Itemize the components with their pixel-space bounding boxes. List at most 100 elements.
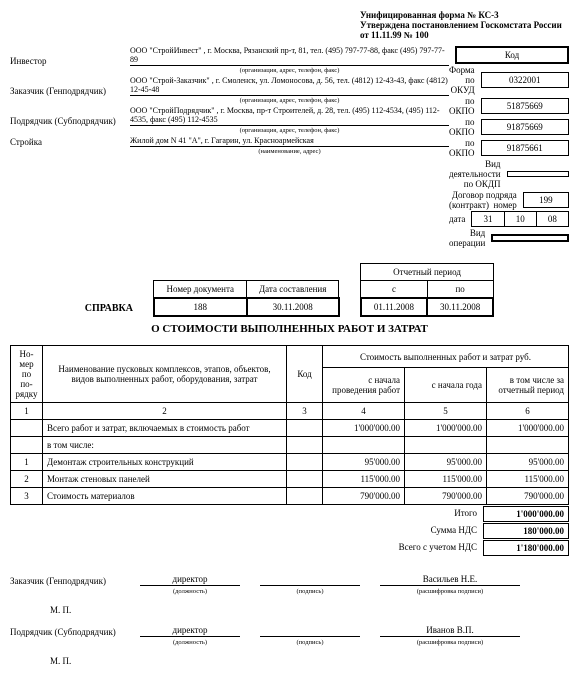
- h-cost: Стоимость выполненных работ и затрат руб…: [323, 346, 569, 368]
- nomer-header: Номер документа: [154, 281, 247, 299]
- totals-value: 180'000.00: [483, 523, 569, 539]
- contractor-label: Подрядчик (Субподрядчик): [10, 116, 130, 126]
- period-to: 30.11.2008: [427, 298, 493, 316]
- main-table: Но-мер по по-рядку Наименование пусковых…: [10, 345, 569, 505]
- totals-value: 1'000'000.00: [483, 506, 569, 522]
- cell-v1: [323, 437, 405, 454]
- cell-num: [11, 437, 43, 454]
- sig-contractor-role: Подрядчик (Субподрядчик): [10, 627, 140, 637]
- cell-v3: 1'000'000.00: [487, 420, 569, 437]
- totals-label: Всего с учетом НДС: [10, 540, 483, 556]
- operation-label: Вид операции: [449, 228, 491, 248]
- okpo3-label: по ОКПО: [449, 138, 481, 158]
- period-from-h: с: [361, 281, 427, 299]
- cell-num: 3: [11, 488, 43, 505]
- hn6: 6: [487, 403, 569, 420]
- nomer-value: 188: [154, 298, 247, 316]
- sig-contractor-name: Иванов В.П.: [380, 625, 520, 637]
- hn4: 4: [323, 403, 405, 420]
- form-header: Унифицированная форма № КС-3 Утверждена …: [360, 10, 569, 40]
- sub-pos1: (должность): [140, 588, 240, 595]
- okud-label: Форма по ОКУД: [449, 65, 481, 95]
- hn5: 5: [405, 403, 487, 420]
- cell-num: 1: [11, 454, 43, 471]
- h-c1: с начала проведения работ: [323, 368, 405, 403]
- cell-v3: 95'000.00: [487, 454, 569, 471]
- cell-v1: 790'000.00: [323, 488, 405, 505]
- okpo1-label: по ОКПО: [449, 96, 481, 116]
- okpo3-value: 91875661: [481, 140, 570, 156]
- form-line1: Унифицированная форма № КС-3: [360, 10, 569, 20]
- document-title: О СТОИМОСТИ ВЫПОЛНЕННЫХ РАБОТ И ЗАТРАТ: [10, 323, 569, 335]
- investor-label: Инвестор: [10, 56, 130, 66]
- date-value: 30.11.2008: [247, 298, 339, 316]
- cell-v2: 95'000.00: [405, 454, 487, 471]
- sub-name2: (расшифровка подписи): [380, 639, 520, 646]
- date-d: 31: [471, 211, 504, 227]
- period-from: 01.11.2008: [361, 298, 427, 316]
- cell-v1: 95'000.00: [323, 454, 405, 471]
- sig-contractor-sig: [260, 635, 360, 637]
- table-row: в том числе:: [11, 437, 569, 454]
- cell-name: Демонтаж строительных конструкций: [43, 454, 287, 471]
- spravka-word: СПРАВКА: [85, 303, 133, 314]
- cell-v1: 115'000.00: [323, 471, 405, 488]
- cell-name: Стоимость материалов: [43, 488, 287, 505]
- h-code: Код: [287, 346, 323, 403]
- cell-v3: [487, 437, 569, 454]
- cell-code: [287, 471, 323, 488]
- period-to-h: по: [427, 281, 493, 299]
- building-label: Стройка: [10, 137, 130, 147]
- form-line2: Утверждена постановлением Госкомстата Ро…: [360, 20, 569, 30]
- hn3: 3: [287, 403, 323, 420]
- sub-sig1: (подпись): [260, 588, 360, 595]
- cell-name: в том числе:: [43, 437, 287, 454]
- cell-v1: 1'000'000.00: [323, 420, 405, 437]
- table-row: Всего работ и затрат, включаемых в стоим…: [11, 420, 569, 437]
- h-c2: с начала года: [405, 368, 487, 403]
- sig-customer-name: Васильев Н.Е.: [380, 574, 520, 586]
- contract-data-label: дата: [449, 214, 471, 224]
- cell-num: [11, 420, 43, 437]
- cell-name: Монтаж стеновых панелей: [43, 471, 287, 488]
- table-row: 1Демонтаж строительных конструкций 95'000…: [11, 454, 569, 471]
- cell-code: [287, 454, 323, 471]
- cell-v2: 1'000'000.00: [405, 420, 487, 437]
- table-row: 3Стоимость материалов790'000.00790'000.0…: [11, 488, 569, 505]
- period-header: Отчетный период: [361, 264, 493, 281]
- okpo2-value: 91875669: [481, 119, 570, 135]
- contractor-value: ООО "СтройПодрядчик" , г. Москва, пр-т С…: [130, 106, 449, 126]
- operation-value: [491, 234, 569, 242]
- cell-num: 2: [11, 471, 43, 488]
- date-m: 10: [505, 211, 537, 227]
- hn1: 1: [11, 403, 43, 420]
- investor-sub: (организация, адрес, телефон, факс): [130, 67, 449, 74]
- okpo2-label: по ОКПО: [449, 117, 481, 137]
- period-table: Отчетный период с по 01.11.2008 30.11.20…: [360, 263, 494, 317]
- h-name: Наименование пусковых комплексов, этапов…: [43, 346, 287, 403]
- sub-name1: (расшифровка подписи): [380, 588, 520, 595]
- totals-label: Сумма НДС: [10, 523, 483, 539]
- cell-v2: 790'000.00: [405, 488, 487, 505]
- okud-value: 0322001: [481, 72, 569, 88]
- okdp-value: [507, 171, 569, 177]
- building-value: Жилой дом N 41 "А", г. Гагарин, ул. Крас…: [130, 136, 449, 147]
- cell-name: Всего работ и затрат, включаемых в стоим…: [43, 420, 287, 437]
- sub-pos2: (должность): [140, 639, 240, 646]
- building-sub: (наименование, адрес): [130, 148, 449, 155]
- code-header: Код: [455, 46, 569, 64]
- totals-row: Сумма НДС180'000.00: [10, 523, 569, 539]
- sig-contractor-pos: директор: [140, 625, 240, 637]
- totals-row: Итого1'000'000.00: [10, 506, 569, 522]
- okdp-label: Вид деятельности по ОКДП: [449, 159, 507, 189]
- customer-sub: (организация, адрес, телефон, факс): [130, 97, 449, 104]
- date-y: 08: [537, 211, 569, 227]
- sig-customer-role: Заказчик (Генподрядчик): [10, 576, 140, 586]
- cell-v3: 790'000.00: [487, 488, 569, 505]
- mp1: М. П.: [50, 605, 569, 615]
- totals-label: Итого: [10, 506, 483, 522]
- contract-nomer-label: номер: [493, 200, 516, 210]
- customer-value: ООО "Строй-Заказчик" , г. Смоленск, ул. …: [130, 76, 449, 96]
- totals-row: Всего с учетом НДС1'180'000.00: [10, 540, 569, 556]
- customer-label: Заказчик (Генподрядчик): [10, 86, 130, 96]
